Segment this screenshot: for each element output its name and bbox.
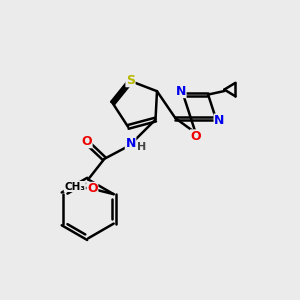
- Text: S: S: [126, 74, 135, 87]
- Text: N: N: [125, 137, 136, 150]
- Text: O: O: [81, 135, 92, 148]
- Text: O: O: [87, 182, 98, 195]
- Text: N: N: [176, 85, 186, 98]
- Text: O: O: [190, 130, 201, 143]
- Text: N: N: [214, 114, 224, 127]
- Text: H: H: [137, 142, 146, 152]
- Text: CH₃: CH₃: [64, 182, 85, 191]
